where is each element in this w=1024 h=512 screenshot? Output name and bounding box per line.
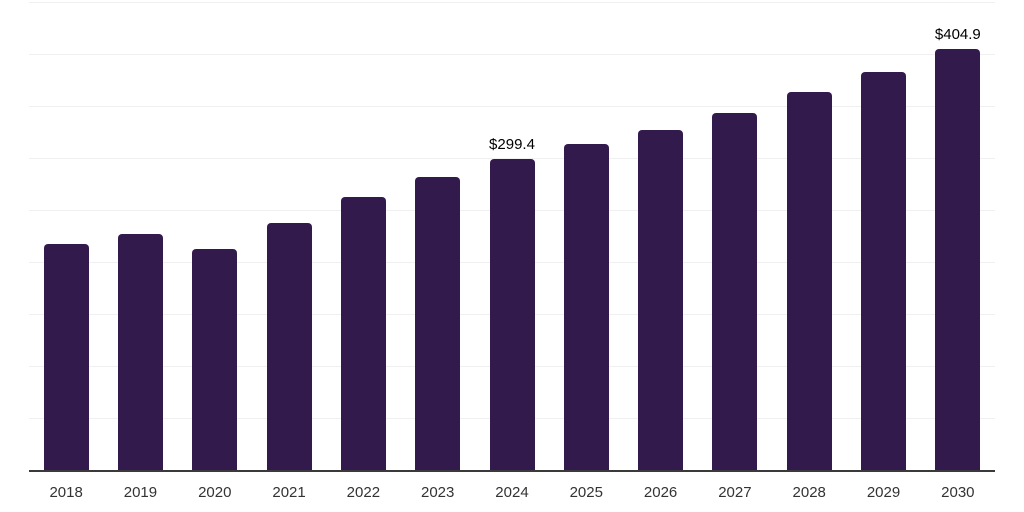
x-tick-label-2021: 2021 bbox=[272, 484, 306, 501]
x-axis-line bbox=[29, 470, 995, 472]
bar-2019 bbox=[117, 234, 163, 470]
x-tick-label-2022: 2022 bbox=[346, 484, 381, 501]
bar-2027 bbox=[712, 113, 758, 470]
x-tick-label-2027: 2027 bbox=[718, 484, 752, 501]
bar-2020 bbox=[192, 249, 238, 470]
gridline-300 bbox=[29, 158, 995, 159]
gridline-350 bbox=[29, 106, 995, 107]
bar-2024 bbox=[489, 159, 535, 470]
gridline-400 bbox=[29, 54, 995, 55]
bar-2021 bbox=[266, 223, 312, 470]
x-tick-label-2018: 2018 bbox=[49, 484, 83, 501]
x-tick-label-2026: 2026 bbox=[643, 484, 678, 501]
bar-2026 bbox=[638, 130, 684, 470]
bar-2018 bbox=[43, 244, 89, 470]
x-tick-label-2025: 2025 bbox=[569, 484, 603, 501]
x-tick-label-2019: 2019 bbox=[123, 484, 158, 501]
data-label-2030: $404.9 bbox=[934, 26, 981, 43]
bar-2028 bbox=[786, 92, 832, 470]
bar-2030 bbox=[935, 49, 981, 470]
bar-2029 bbox=[861, 72, 907, 470]
bar-2022 bbox=[340, 197, 386, 470]
x-tick-label-2023: 2023 bbox=[420, 484, 455, 501]
data-label-2024: $299.4 bbox=[489, 136, 535, 153]
x-tick-label-2028: 2028 bbox=[792, 484, 826, 501]
x-tick-label-2029: 2029 bbox=[866, 484, 901, 501]
x-tick-label-2030: 2030 bbox=[941, 484, 975, 501]
x-tick-label-2024: 2024 bbox=[495, 484, 529, 501]
gridline-450 bbox=[29, 2, 995, 3]
bar-2025 bbox=[563, 144, 609, 470]
x-tick-label-2020: 2020 bbox=[198, 484, 232, 501]
bar-2023 bbox=[415, 177, 461, 470]
